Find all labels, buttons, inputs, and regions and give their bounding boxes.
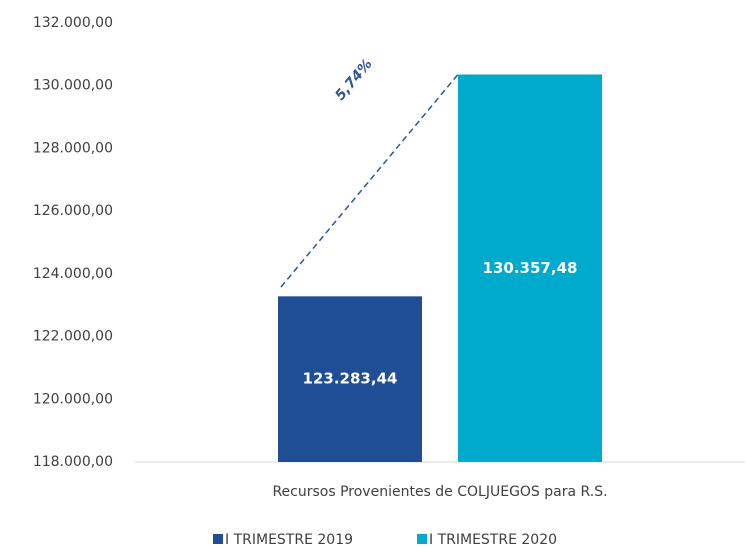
legend-swatch xyxy=(417,534,427,544)
value-label: 123.283,44 xyxy=(303,370,398,388)
y-tick-label: 124.000,00 xyxy=(33,266,113,282)
y-tick-label: 128.000,00 xyxy=(33,140,113,156)
y-tick-label: 120.000,00 xyxy=(33,391,113,407)
y-tick-label: 118.000,00 xyxy=(33,454,113,470)
y-tick-label: 122.000,00 xyxy=(33,329,113,345)
legend-label: I TRIMESTRE 2020 xyxy=(429,532,557,548)
annotation: 5,74% xyxy=(332,56,375,103)
y-tick-label: 130.000,00 xyxy=(33,78,113,94)
x-tick-label: Recursos Provenientes de COLJUEGOS para … xyxy=(272,484,607,500)
bar xyxy=(458,74,602,463)
bar xyxy=(278,296,422,462)
legend-label: I TRIMESTRE 2019 xyxy=(225,532,353,548)
trend-line xyxy=(280,71,461,288)
legend-swatch xyxy=(213,534,223,544)
y-tick-label: 132.000,00 xyxy=(33,15,113,31)
value-label: 130.357,48 xyxy=(483,259,578,277)
y-tick-label: 126.000,00 xyxy=(33,203,113,219)
